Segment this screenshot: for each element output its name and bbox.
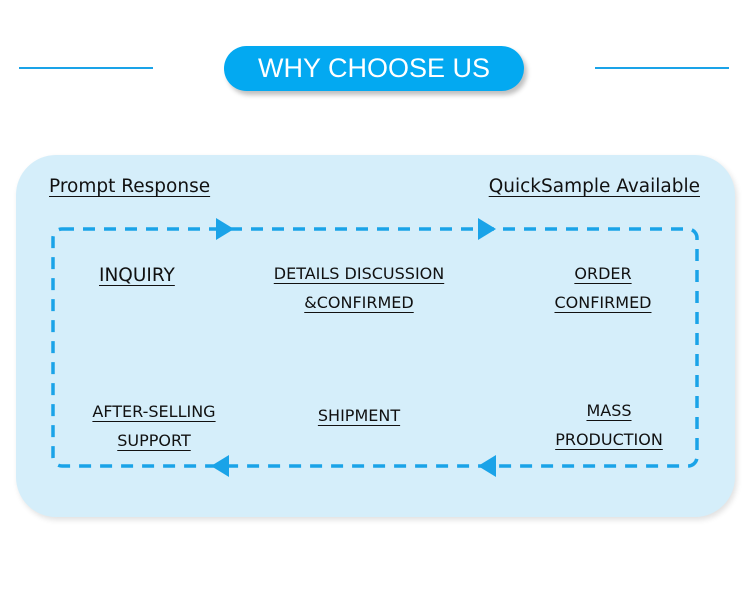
step-after-selling-support: AFTER-SELLING SUPPORT bbox=[79, 397, 229, 455]
section-title-badge: WHY CHOOSE US bbox=[224, 46, 524, 91]
step-details-discussion: DETAILS DISCUSSION &CONFIRMED bbox=[259, 259, 459, 317]
step-mass-production: MASS PRODUCTION bbox=[539, 396, 679, 454]
step-inquiry: INQUIRY bbox=[99, 265, 175, 286]
dashed-loop-path bbox=[51, 227, 699, 468]
process-panel bbox=[16, 155, 735, 517]
quicksample-label: QuickSample Available bbox=[488, 176, 700, 197]
left-divider bbox=[19, 67, 153, 69]
step-line: MASS bbox=[586, 401, 632, 420]
step-line: AFTER-SELLING bbox=[92, 402, 216, 421]
arrow-left-icon bbox=[211, 455, 229, 477]
step-line: ORDER bbox=[574, 264, 632, 283]
right-divider bbox=[595, 67, 729, 69]
step-shipment: SHIPMENT bbox=[317, 406, 401, 425]
step-line: SUPPORT bbox=[117, 431, 191, 450]
prompt-response-label: Prompt Response bbox=[49, 176, 211, 197]
step-line: PRODUCTION bbox=[555, 430, 663, 449]
arrow-right-icon bbox=[216, 218, 234, 240]
arrow-right-icon bbox=[478, 218, 496, 240]
arrow-left-icon bbox=[478, 455, 496, 477]
step-line: DETAILS DISCUSSION bbox=[273, 264, 445, 283]
step-line: CONFIRMED bbox=[554, 293, 652, 312]
step-line: &CONFIRMED bbox=[304, 293, 414, 312]
step-order-confirmed: ORDER CONFIRMED bbox=[533, 259, 673, 317]
section-title: WHY CHOOSE US bbox=[257, 53, 491, 83]
